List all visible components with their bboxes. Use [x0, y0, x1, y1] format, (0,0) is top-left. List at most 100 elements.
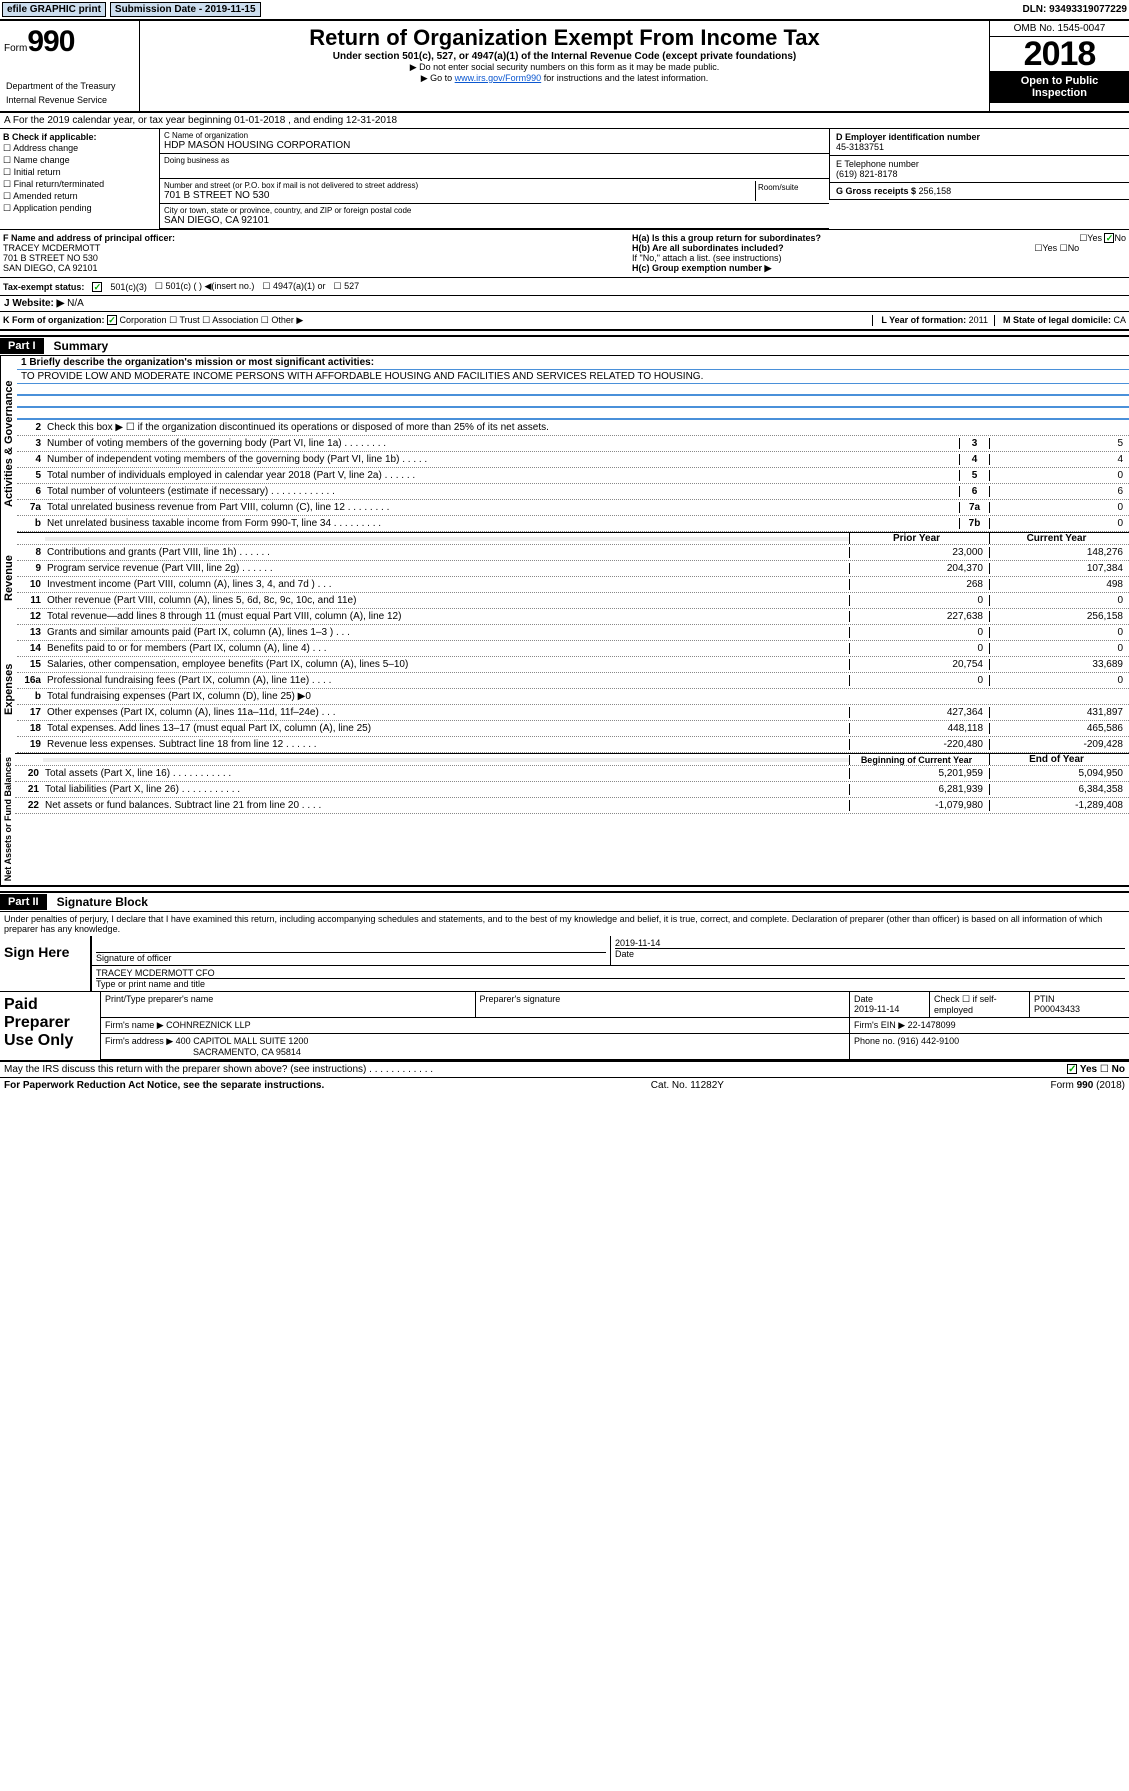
firm-ein-label: Firm's EIN ▶ — [854, 1020, 908, 1030]
dept-irs: Internal Revenue Service — [4, 93, 135, 107]
tax-status-row: Tax-exempt status: 501(c)(3) ☐ 501(c) ( … — [0, 278, 1129, 296]
ein-val: 45-3183751 — [836, 142, 1123, 152]
expenses-section: Expenses 13Grants and similar amounts pa… — [0, 625, 1129, 753]
dept-treasury: Department of the Treasury — [4, 79, 135, 93]
sig-declaration: Under penalties of perjury, I declare th… — [0, 912, 1129, 936]
footer-mid: Cat. No. 11282Y — [651, 1080, 724, 1091]
part1-title: Summary — [52, 337, 111, 355]
chk-501c3[interactable] — [92, 282, 102, 292]
firm-addr1: 400 CAPITOL MALL SUITE 1200 — [176, 1036, 309, 1046]
mission-text: TO PROVIDE LOW AND MODERATE INCOME PERSO… — [17, 370, 1129, 384]
e-label: E Telephone number — [836, 159, 919, 169]
part1-bar: Part I Summary — [0, 335, 1129, 356]
k-l-m-row: K Form of organization: Corporation ☐ Tr… — [0, 312, 1129, 331]
form-header: Form990 Department of the Treasury Inter… — [0, 21, 1129, 113]
part2-head: Part II — [0, 894, 47, 910]
sig-date: 2019-11-14 — [615, 938, 660, 948]
prep-date: 2019-11-14 — [854, 1004, 899, 1014]
discuss-q: May the IRS discuss this return with the… — [4, 1064, 433, 1075]
sig-name: TRACEY MCDERMOTT CFO — [96, 968, 215, 978]
officer-addr1: 701 B STREET NO 530 — [3, 253, 98, 263]
hc-label: H(c) Group exemption number ▶ — [632, 263, 771, 273]
line-15: 15Salaries, other compensation, employee… — [17, 657, 1129, 673]
gov-line-3: 3Number of voting members of the governi… — [17, 436, 1129, 452]
h-note: If "No," attach a list. (see instruction… — [632, 253, 1126, 263]
line-21: 21Total liabilities (Part X, line 26) . … — [15, 782, 1129, 798]
officer-addr2: SAN DIEGO, CA 92101 — [3, 263, 98, 273]
col-b-checkboxes: B Check if applicable: ☐ Address change … — [0, 129, 160, 229]
note-suffix: for instructions and the latest informat… — [541, 73, 708, 83]
chk-address[interactable]: ☐ Address change — [3, 143, 156, 154]
ptin-val: P00043433 — [1034, 1004, 1080, 1014]
firm-phone-label: Phone no. — [854, 1036, 898, 1046]
line-22: 22Net assets or fund balances. Subtract … — [15, 798, 1129, 814]
efile-button[interactable]: efile GRAPHIC print — [2, 2, 106, 17]
governance-section: Activities & Governance 1 Briefly descri… — [0, 356, 1129, 532]
hb-label: H(b) Are all subordinates included? — [632, 243, 784, 253]
date-label: Date — [615, 949, 634, 959]
note-goto: ▶ Go to www.irs.gov/Form990 for instruct… — [144, 73, 985, 84]
g-label: G Gross receipts $ — [836, 186, 919, 196]
rev-vert-label: Revenue — [0, 532, 17, 625]
gov-line-6: 6Total number of volunteers (estimate if… — [17, 484, 1129, 500]
submission-date: Submission Date - 2019-11-15 — [110, 2, 261, 17]
exp-vert-label: Expenses — [0, 625, 17, 753]
current-year-hdr: Current Year — [989, 533, 1129, 544]
c-label: C Name of organization — [164, 131, 825, 140]
irs-link[interactable]: www.irs.gov/Form990 — [455, 73, 542, 83]
room-label: Room/suite — [758, 183, 823, 192]
i-label: Tax-exempt status: — [3, 282, 84, 292]
footer: For Paperwork Reduction Act Notice, see … — [0, 1077, 1129, 1093]
line-b: bTotal fundraising expenses (Part IX, co… — [17, 689, 1129, 705]
gov-line-7b: bNet unrelated business taxable income f… — [17, 516, 1129, 532]
firm-label: Firm's name ▶ — [105, 1020, 164, 1030]
part1-head: Part I — [0, 338, 44, 354]
line-19: 19Revenue less expenses. Subtract line 1… — [17, 737, 1129, 753]
chk-application[interactable]: ☐ Application pending — [3, 203, 156, 214]
note-prefix: ▶ Go to — [421, 73, 455, 83]
chk-name[interactable]: ☐ Name change — [3, 155, 156, 166]
chk-corp[interactable] — [107, 315, 117, 325]
dln: DLN: 93493319077229 — [1022, 4, 1127, 15]
self-emp: Check ☐ if self-employed — [929, 992, 1029, 1017]
line-20: 20Total assets (Part X, line 16) . . . .… — [15, 766, 1129, 782]
prep-sig-hdr: Preparer's signature — [475, 992, 850, 1017]
prior-year-hdr: Prior Year — [849, 533, 989, 544]
prep-name-hdr: Print/Type preparer's name — [100, 992, 475, 1017]
gov-vert-label: Activities & Governance — [0, 356, 17, 532]
chk-final[interactable]: ☐ Final return/terminated — [3, 179, 156, 190]
name-label: Type or print name and title — [96, 979, 205, 989]
form-label: Form — [4, 43, 27, 54]
mission-q: 1 Briefly describe the organization's mi… — [17, 356, 1129, 370]
j-label: J Website: ▶ — [4, 298, 64, 309]
part2-title: Signature Block — [55, 893, 150, 911]
paid-label: Paid Preparer Use Only — [0, 992, 100, 1060]
discuss-yes[interactable] — [1067, 1064, 1077, 1074]
form-subtitle: Under section 501(c), 527, or 4947(a)(1)… — [144, 51, 985, 62]
chk-initial[interactable]: ☐ Initial return — [3, 167, 156, 178]
line-9: 9Program service revenue (Part VIII, lin… — [17, 561, 1129, 577]
sign-here-block: Sign Here Signature of officer 2019-11-1… — [0, 936, 1129, 992]
gov-line-4: 4Number of independent voting members of… — [17, 452, 1129, 468]
line-14: 14Benefits paid to or for members (Part … — [17, 641, 1129, 657]
k-label: K Form of organization: — [3, 315, 105, 325]
b-title: B Check if applicable: — [3, 132, 97, 142]
ha-no-checkbox[interactable] — [1104, 233, 1114, 243]
net-vert-label: Net Assets or Fund Balances — [0, 753, 15, 885]
line-a-period: A For the 2019 calendar year, or tax yea… — [0, 113, 1129, 129]
d-label: D Employer identification number — [836, 132, 980, 142]
line-16a: 16aProfessional fundraising fees (Part I… — [17, 673, 1129, 689]
part2-bar: Part II Signature Block — [0, 891, 1129, 912]
line-10: 10Investment income (Part VIII, column (… — [17, 577, 1129, 593]
line-13: 13Grants and similar amounts paid (Part … — [17, 625, 1129, 641]
firm-addr2: SACRAMENTO, CA 95814 — [105, 1047, 301, 1057]
top-bar: efile GRAPHIC print Submission Date - 20… — [0, 0, 1129, 21]
gov-line-5: 5Total number of individuals employed in… — [17, 468, 1129, 484]
period-text: For the 2019 calendar year, or tax year … — [13, 115, 397, 126]
line-12: 12Total revenue—add lines 8 through 11 (… — [17, 609, 1129, 625]
form-number: 990 — [27, 25, 74, 58]
line-2: Check this box ▶ ☐ if the organization d… — [45, 420, 1129, 435]
chk-amended[interactable]: ☐ Amended return — [3, 191, 156, 202]
open-public: Open to Public Inspection — [990, 71, 1129, 103]
j-website: J Website: ▶ N/A — [0, 296, 1129, 312]
